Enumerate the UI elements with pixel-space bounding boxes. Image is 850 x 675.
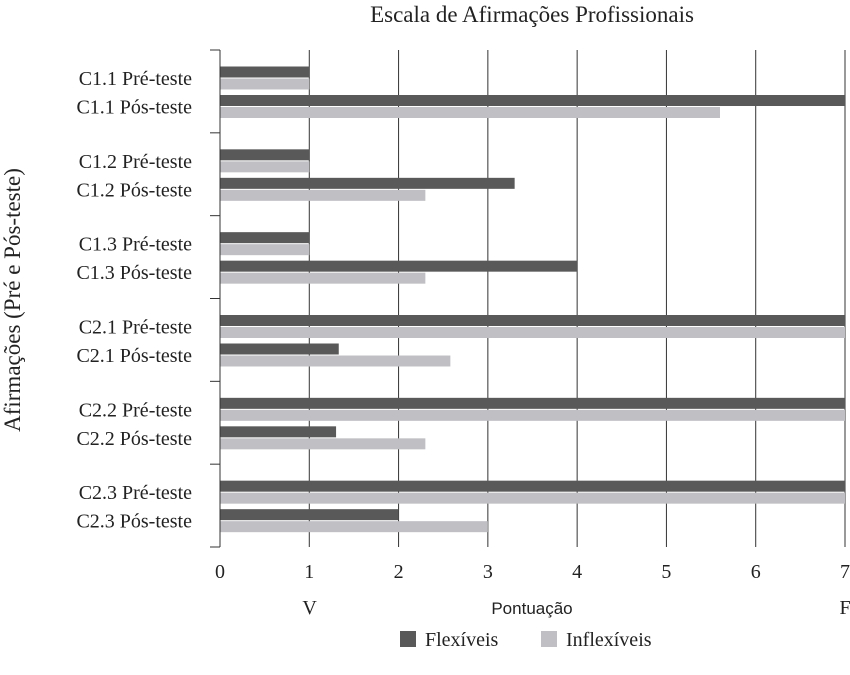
bar-flexiveis	[220, 260, 578, 272]
x-end-label-right: F	[839, 597, 850, 619]
bar-inflexiveis	[220, 189, 426, 201]
bar-inflexiveis	[220, 107, 720, 118]
category-label: C2.3 Pré-teste	[79, 482, 192, 504]
category-label: C2.1 Pré-teste	[79, 317, 192, 339]
x-tick-label: 6	[751, 561, 761, 583]
category-label: C1.3 Pré-teste	[79, 234, 192, 256]
bar-inflexiveis	[220, 161, 310, 173]
bars	[220, 66, 845, 533]
bar-inflexiveis	[220, 409, 845, 421]
bar-inflexiveis	[220, 244, 310, 256]
bar-flexiveis	[220, 426, 337, 438]
bar-flexiveis	[220, 66, 310, 78]
x-tick-label: 2	[394, 561, 404, 583]
bar-flexiveis	[220, 315, 845, 326]
category-label: C1.2 Pré-teste	[79, 151, 192, 173]
category-label: C2.2 Pós-teste	[76, 428, 192, 450]
bar-flexiveis	[220, 480, 845, 492]
x-tick-label: 0	[215, 561, 225, 583]
x-tick-label: 3	[483, 561, 493, 583]
y-axis-label: Afirmações (Pré e Pós-teste)	[0, 168, 25, 432]
legend-swatch	[400, 631, 416, 647]
gridlines	[308, 50, 846, 547]
x-tick-label: 7	[840, 561, 850, 583]
chart-title: Escala de Afirmações Profissionais	[370, 2, 694, 27]
bar-flexiveis	[220, 397, 845, 409]
x-tick-label: 5	[661, 561, 671, 583]
x-tick-label: 1	[304, 561, 314, 583]
legend-swatch	[541, 631, 557, 647]
category-label: C1.3 Pós-teste	[76, 262, 192, 284]
category-label: C1.2 Pós-teste	[76, 179, 192, 201]
bar-flexiveis	[220, 95, 845, 106]
bar-inflexiveis	[220, 492, 845, 504]
category-labels: C1.1 Pré-teste C1.1 Pós-teste C1.2 Pré-tes…	[76, 68, 192, 533]
x-tick-label: 4	[572, 561, 582, 583]
bar-inflexiveis	[220, 327, 845, 338]
category-label: C2.2 Pré-teste	[79, 399, 192, 421]
axes	[210, 49, 221, 548]
bar-inflexiveis	[220, 78, 310, 90]
bar-flexiveis	[220, 509, 399, 521]
bar-inflexiveis	[220, 521, 488, 533]
category-label: C2.1 Pós-teste	[76, 345, 192, 367]
bar-flexiveis	[220, 177, 515, 189]
legend: Flexíveis Inflexíveis	[400, 629, 652, 651]
bar-inflexiveis	[220, 438, 426, 450]
x-tick-labels: 0 1 2 3 4 5 6 7	[215, 561, 850, 583]
category-label: C1.1 Pós-teste	[76, 97, 192, 119]
bar-flexiveis	[220, 232, 310, 244]
bar-inflexiveis	[220, 355, 451, 367]
x-end-label-left: V	[302, 597, 317, 619]
x-axis-label: Pontuação	[491, 599, 572, 618]
bar-inflexiveis	[220, 272, 426, 284]
bar-flexiveis	[220, 343, 339, 355]
bar-flexiveis	[220, 149, 310, 161]
legend-label: Flexíveis	[425, 629, 499, 651]
category-label: C1.1 Pré-teste	[79, 68, 192, 90]
category-label: C2.3 Pós-teste	[76, 511, 192, 533]
legend-label: Inflexíveis	[566, 629, 652, 651]
